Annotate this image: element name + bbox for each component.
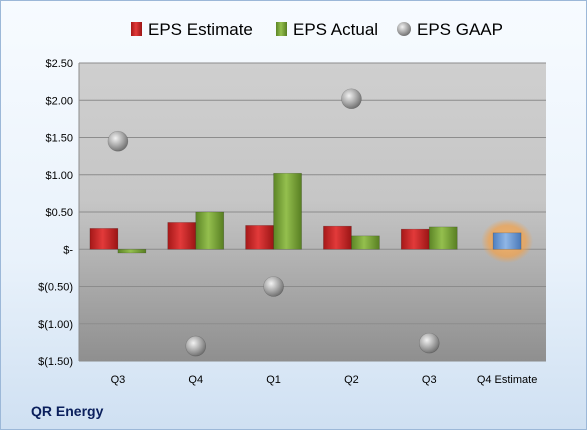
legend-item-eps-estimate: EPS Estimate: [131, 20, 253, 39]
gridlines: [78, 62, 546, 362]
legend-swatch-actual: [276, 22, 287, 36]
bar-eps-actual: [117, 248, 147, 254]
marker-eps-gaap: [341, 88, 362, 110]
x-tick-label: Q4: [188, 374, 203, 386]
bar-future-estimate: [492, 232, 522, 250]
y-tick-label: $1.50: [45, 133, 73, 145]
legend-swatch-estimate: [131, 22, 142, 36]
bar-eps-estimate: [245, 225, 274, 250]
x-axis-ticks: Q3 Q4 Q1 Q2 Q3 Q4 Estimate: [111, 374, 538, 386]
bar-eps-actual: [351, 235, 380, 250]
y-tick-label: $2.50: [45, 58, 73, 70]
legend: EPS Estimate EPS Actual EPS GAAP: [131, 20, 503, 39]
legend-label-estimate: EPS Estimate: [148, 20, 253, 39]
bar-eps-estimate: [167, 222, 197, 250]
marker-eps-gaap: [418, 332, 440, 354]
bar-eps-actual: [195, 211, 225, 250]
bar-eps-estimate: [323, 225, 352, 250]
legend-label-actual: EPS Actual: [293, 20, 378, 39]
x-tick-label: Q1: [266, 374, 281, 386]
legend-swatch-gaap: [397, 22, 411, 36]
y-tick-label: $2.00: [45, 95, 73, 107]
x-tick-label: Q3: [422, 374, 437, 386]
x-tick-label: Q3: [111, 374, 126, 386]
y-tick-label: $-: [63, 244, 73, 256]
y-tick-label: $(0.50): [38, 282, 73, 294]
x-tick-label: Q2: [344, 374, 359, 386]
y-tick-label: $(1.50): [38, 356, 73, 368]
bar-eps-estimate: [89, 228, 119, 250]
legend-item-eps-actual: EPS Actual: [276, 20, 378, 39]
bar-eps-estimate: [400, 228, 430, 250]
y-tick-label: $0.50: [45, 207, 73, 219]
y-axis-ticks: $2.50 $2.00 $1.50 $1.00 $0.50 $- $(0.50) $(1.00…: [38, 58, 73, 368]
bar-eps-actual: [273, 172, 302, 250]
marker-eps-gaap: [185, 335, 207, 357]
gaap-markers: [107, 88, 440, 357]
y-tick-label: $(1.00): [38, 319, 73, 331]
marker-eps-gaap: [107, 130, 129, 152]
bar-eps-actual: [428, 226, 458, 250]
x-tick-label: Q4 Estimate: [477, 374, 538, 386]
legend-label-gaap: EPS GAAP: [417, 20, 503, 39]
y-tick-label: $1.00: [45, 170, 73, 182]
company-name: QR Energy: [31, 403, 104, 419]
marker-eps-gaap: [263, 276, 284, 297]
legend-item-eps-gaap: EPS GAAP: [397, 20, 503, 39]
bars: [89, 172, 534, 264]
